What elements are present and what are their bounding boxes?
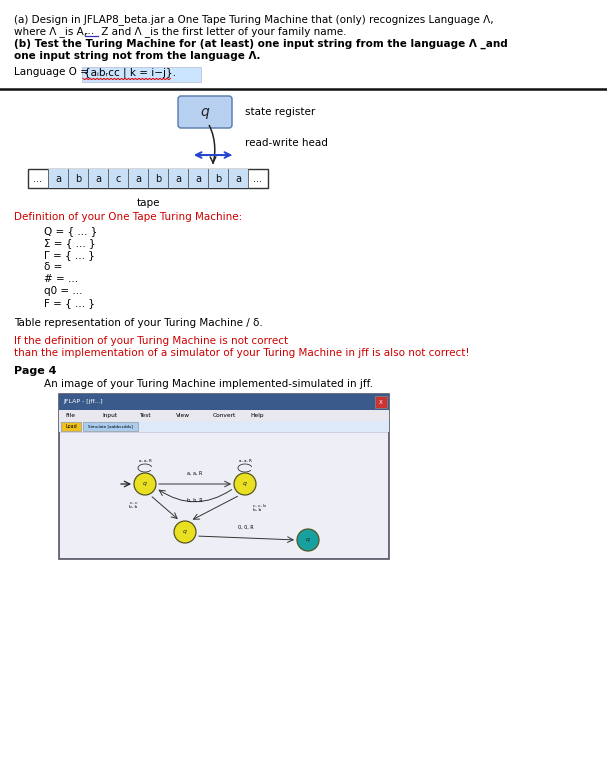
Bar [128,169,148,188]
Text: Σ = { ... }: Σ = { ... } [44,238,96,248]
Text: q: q [183,530,187,534]
Text: q: q [143,482,147,486]
Circle shape [134,473,156,495]
Text: F = { ... }: F = { ... } [44,298,95,308]
Text: {aᵢbᵣcᴄ | k = i−j}.: {aᵢbᵣcᴄ | k = i−j}. [84,68,176,78]
Text: a: a [175,174,181,183]
Bar [60,433,388,558]
Bar [48,169,68,188]
Text: Γ = { ... }: Γ = { ... } [44,250,95,260]
Text: Load: Load [65,424,77,429]
Text: c, c, b
b, b: c, c, b b, b [253,504,266,512]
Text: Test: Test [139,413,151,418]
FancyBboxPatch shape [178,96,232,128]
Bar [68,169,88,188]
Bar [59,394,389,559]
Text: Definition of your One Tape Turing Machine:: Definition of your One Tape Turing Machi… [14,212,242,222]
Text: If the definition of your Turing Machine is not correct: If the definition of your Turing Machine… [14,336,288,346]
Text: q: q [201,105,209,119]
Text: a, a, R: a, a, R [138,459,151,463]
Text: Help: Help [250,413,263,418]
Text: Language O =: Language O = [14,67,92,77]
Text: Z and Λ _is the first letter of your family name.: Z and Λ _is the first letter of your fam… [98,26,347,37]
Text: Convert: Convert [213,413,236,418]
Bar [375,396,387,408]
Text: An image of your Turing Machine implemented-simulated in jff.: An image of your Turing Machine implemen… [44,379,373,389]
Text: (b) Test the Turing Machine for (at least) one input string from the language Λ : (b) Test the Turing Machine for (at leas… [14,39,507,49]
Text: ...: ... [33,174,42,183]
Text: a: a [235,174,241,183]
Text: q: q [306,537,310,543]
Text: a, a, R: a, a, R [188,471,203,476]
Text: Table representation of your Turing Machine / δ.: Table representation of your Turing Mach… [14,318,263,328]
Text: X: X [379,400,383,405]
Text: Simulate [aabbccdds]: Simulate [aabbccdds] [87,425,132,428]
Text: ...: ... [254,174,262,183]
Text: where Λ _is A,: where Λ _is A, [14,26,87,37]
Text: c, c
b, b: c, c b, b [129,501,137,509]
Text: Q = { ... }: Q = { ... } [44,226,97,236]
Text: one input string not from the language Λ.: one input string not from the language Λ… [14,51,260,61]
Text: JFLAP - [jff...]: JFLAP - [jff...] [63,400,103,405]
Bar [59,410,389,421]
Bar [168,169,188,188]
Text: a: a [55,174,61,183]
Text: b: b [155,174,161,183]
Circle shape [174,521,196,543]
Bar [208,169,228,188]
Text: q0 = ...: q0 = ... [44,286,83,296]
Text: ...: ... [85,26,95,36]
Text: a: a [135,174,141,183]
Text: Page 4: Page 4 [14,366,56,376]
Circle shape [234,473,256,495]
Bar [59,394,389,410]
FancyBboxPatch shape [81,66,200,81]
Bar [88,169,108,188]
Text: q: q [243,482,247,486]
Text: δ =: δ = [44,262,63,272]
Bar [148,169,168,188]
Text: File: File [65,413,75,418]
Text: View: View [176,413,190,418]
Text: a, a, R: a, a, R [239,459,251,463]
Bar [108,169,128,188]
Text: (a) Design in JFLAP8_beta.jar a One Tape Turing Machine that (only) recognizes L: (a) Design in JFLAP8_beta.jar a One Tape… [14,14,493,25]
Bar [83,422,138,431]
Text: b: b [75,174,81,183]
Text: b, b, R: b, b, R [187,498,203,503]
Bar [228,169,248,188]
Text: 0, 0, R: 0, 0, R [238,525,254,530]
Text: state register: state register [245,107,315,117]
Circle shape [297,529,319,551]
Text: a: a [195,174,201,183]
Bar [188,169,208,188]
Text: tape: tape [136,198,160,208]
Bar [61,422,81,431]
Text: # = ...: # = ... [44,274,78,284]
Text: b: b [215,174,221,183]
Text: than the implementation of a simulator of your Turing Machine in jff is also not: than the implementation of a simulator o… [14,348,470,358]
Bar [28,169,268,188]
Text: read-write head: read-write head [245,138,328,148]
Text: c: c [115,174,121,183]
Text: a: a [95,174,101,183]
Bar [59,421,389,432]
Text: Input: Input [102,413,117,418]
